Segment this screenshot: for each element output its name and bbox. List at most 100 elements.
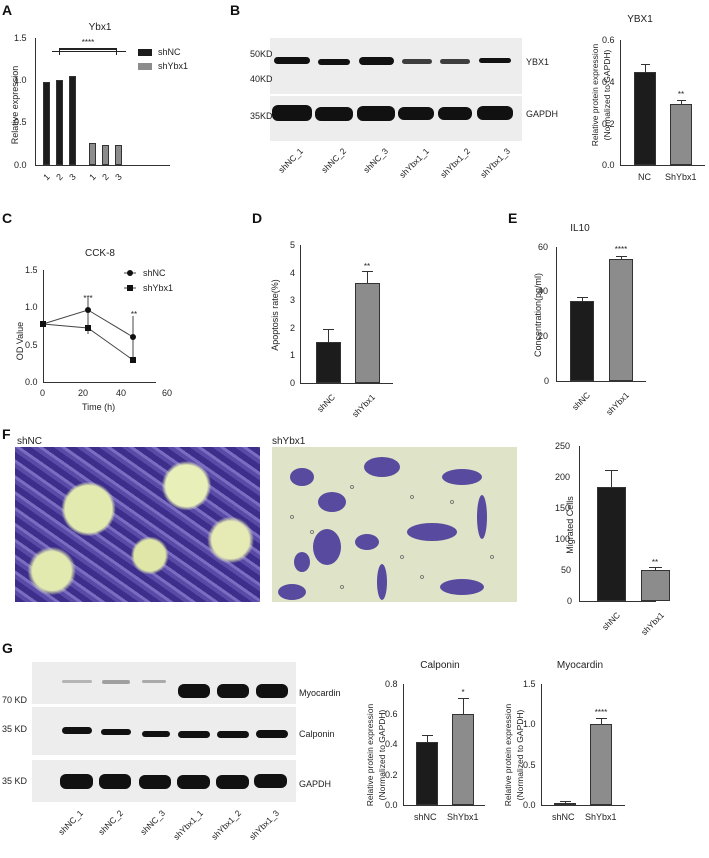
x-tick: ShYbx1 — [447, 812, 479, 822]
y-tick: 0.2 — [602, 119, 615, 129]
y-axis — [300, 245, 301, 384]
x-axis — [43, 382, 156, 383]
error-bar — [565, 801, 566, 803]
band-label-calponin: Calponin — [299, 729, 335, 739]
y-tick: 0.6 — [385, 709, 398, 719]
y-tick: 60 — [538, 242, 549, 252]
image-label-shybx1: shYbx1 — [272, 436, 306, 447]
y-tick: 20 — [538, 331, 549, 341]
band — [178, 684, 210, 698]
band — [62, 680, 92, 683]
marker-40kd: 40KD — [250, 74, 273, 84]
y-tick: 1.0 — [14, 75, 27, 85]
y-tick: 100 — [555, 534, 571, 544]
micrograph-shybx1 — [272, 447, 517, 602]
band — [217, 731, 249, 738]
error-cap — [362, 271, 373, 272]
error-bar — [582, 297, 583, 301]
y-tick: 3 — [290, 295, 296, 305]
error-bar — [621, 256, 622, 259]
bar-shybx1 — [609, 259, 633, 381]
panel-f-ylabel: Migrated Cells — [565, 496, 575, 554]
bar-shybx1 — [641, 570, 670, 601]
y-tick: 150 — [555, 503, 571, 513]
significance-marker: **** — [614, 245, 628, 254]
x-axis — [403, 805, 485, 806]
bar-shybx1 — [452, 714, 474, 805]
band — [438, 107, 472, 120]
sig-bracket-top — [59, 48, 117, 50]
legend-swatch-shnc — [138, 49, 152, 56]
bar-shnc — [554, 803, 576, 805]
error-cap — [677, 100, 686, 101]
band — [402, 59, 432, 64]
error-bar — [645, 64, 646, 72]
band — [440, 59, 470, 64]
band — [142, 731, 170, 737]
panel-b-chart-title: YBX1 — [627, 14, 653, 25]
band — [177, 775, 210, 789]
x-axis — [300, 383, 393, 384]
x-tick: shNC — [552, 812, 575, 822]
y-tick: 0.6 — [602, 35, 615, 45]
legend-label-shnc: shNC — [158, 47, 181, 57]
y-tick: 0.0 — [385, 800, 398, 810]
y-tick: 0.0 — [523, 800, 536, 810]
y-tick: 1.0 — [523, 719, 536, 729]
error-cap — [422, 735, 433, 736]
legend-swatch-shybx1 — [138, 63, 152, 70]
panel-c-xlabel: Time (h) — [82, 402, 116, 412]
y-tick: 50 — [561, 565, 572, 575]
y-tick: 1 — [290, 350, 296, 360]
sig-bracket — [52, 51, 126, 52]
x-tick: NC — [638, 172, 651, 182]
error-bar — [601, 718, 602, 724]
y-axis — [403, 684, 404, 806]
band — [60, 774, 93, 789]
x-tick: 20 — [78, 388, 89, 398]
bar-nc — [634, 72, 656, 165]
legend-label-shnc: shNC — [143, 268, 166, 278]
significance-marker: **** — [81, 38, 95, 47]
y-tick: 0.5 — [523, 760, 536, 770]
y-tick: 0 — [567, 596, 573, 606]
legend-label-shybx1: shYbx1 — [143, 283, 174, 293]
y-axis — [541, 684, 542, 806]
band — [318, 59, 350, 65]
significance-marker: * — [461, 688, 465, 697]
panel-e-title: IL10 — [570, 223, 590, 234]
band — [142, 680, 166, 683]
y-tick: 0.0 — [602, 160, 615, 170]
y-tick: 1.5 — [523, 679, 536, 689]
x-tick: 60 — [162, 388, 173, 398]
marker-50kd: 50KD — [250, 49, 273, 59]
band — [216, 775, 249, 789]
error-cap — [577, 297, 588, 298]
panel-f-label: F — [2, 426, 11, 442]
error-cap — [596, 718, 607, 719]
bar-shnc-1 — [43, 82, 50, 165]
band-label-gapdh: GAPDH — [526, 109, 559, 119]
x-tick: shNC — [414, 812, 437, 822]
y-axis — [579, 446, 580, 602]
x-tick: 40 — [116, 388, 127, 398]
band-label-myocardin: Myocardin — [299, 688, 341, 698]
y-tick: 200 — [555, 472, 571, 482]
error-cap — [458, 698, 469, 699]
error-bar — [611, 470, 612, 487]
western-blot-ybx1 — [270, 38, 522, 94]
y-tick: 0.5 — [25, 340, 38, 350]
y-tick: 1.0 — [25, 302, 38, 312]
band — [256, 684, 288, 698]
bar-shnc — [416, 742, 438, 805]
band — [357, 106, 395, 121]
bar-shybx1 — [670, 104, 692, 165]
y-tick: 1.5 — [14, 33, 27, 43]
y-tick: 0.5 — [14, 117, 27, 127]
error-cap — [605, 470, 618, 471]
legend-label-shybx1: shYbx1 — [158, 61, 189, 71]
bar-shybx1 — [590, 724, 612, 805]
band — [479, 58, 511, 63]
band — [477, 106, 513, 120]
